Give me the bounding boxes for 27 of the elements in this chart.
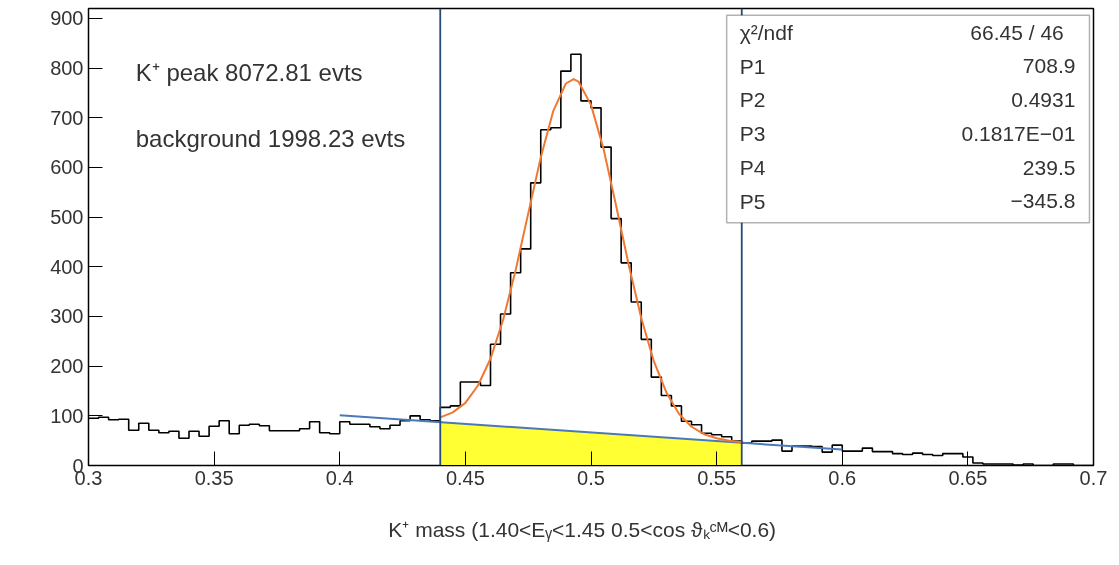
x-axis-title: K⁺ mass (1.40<Eᵧ<1.45 0.5<cos ϑₖᶜᴹ<0.6) [388, 517, 777, 542]
text: χ²/ndf 66.45 / 46 [739, 20, 1064, 44]
x-tick-label: 0.45 [445, 466, 485, 489]
annotation: K⁺ peak 8072.81 evts [135, 58, 363, 86]
y-tick-label: 500 [50, 206, 84, 229]
x-tick-label: 0.4 [325, 466, 354, 489]
text: P1 708.9 [739, 54, 1076, 78]
y-tick-label: 600 [50, 156, 84, 179]
y-tick-label: 200 [50, 355, 84, 378]
x-tick-label: 0.55 [697, 466, 737, 489]
y-tick-label: 900 [50, 7, 84, 30]
text: P4 239.5 [739, 155, 1076, 180]
y-tick-label: 800 [50, 57, 84, 80]
x-tick-label: 0.65 [948, 466, 988, 489]
y-tick-label: 700 [50, 106, 84, 129]
x-tick-label: 0.35 [194, 466, 234, 489]
y-tick-label: 300 [50, 305, 84, 328]
x-tick-label: 0.6 [828, 466, 857, 489]
x-tick-label: 0.5 [577, 466, 605, 489]
text: P5 −345.8 [739, 189, 1076, 213]
y-tick-label: 100 [50, 404, 84, 427]
annotation: background 1998.23 evts [135, 125, 406, 153]
x-tick-label: 0.7 [1079, 466, 1108, 489]
text: P2 0.4931 [739, 87, 1076, 112]
text: P3 0.1817E−01 [739, 122, 1076, 146]
y-tick-label: 400 [50, 255, 84, 278]
line-series [439, 78, 743, 444]
